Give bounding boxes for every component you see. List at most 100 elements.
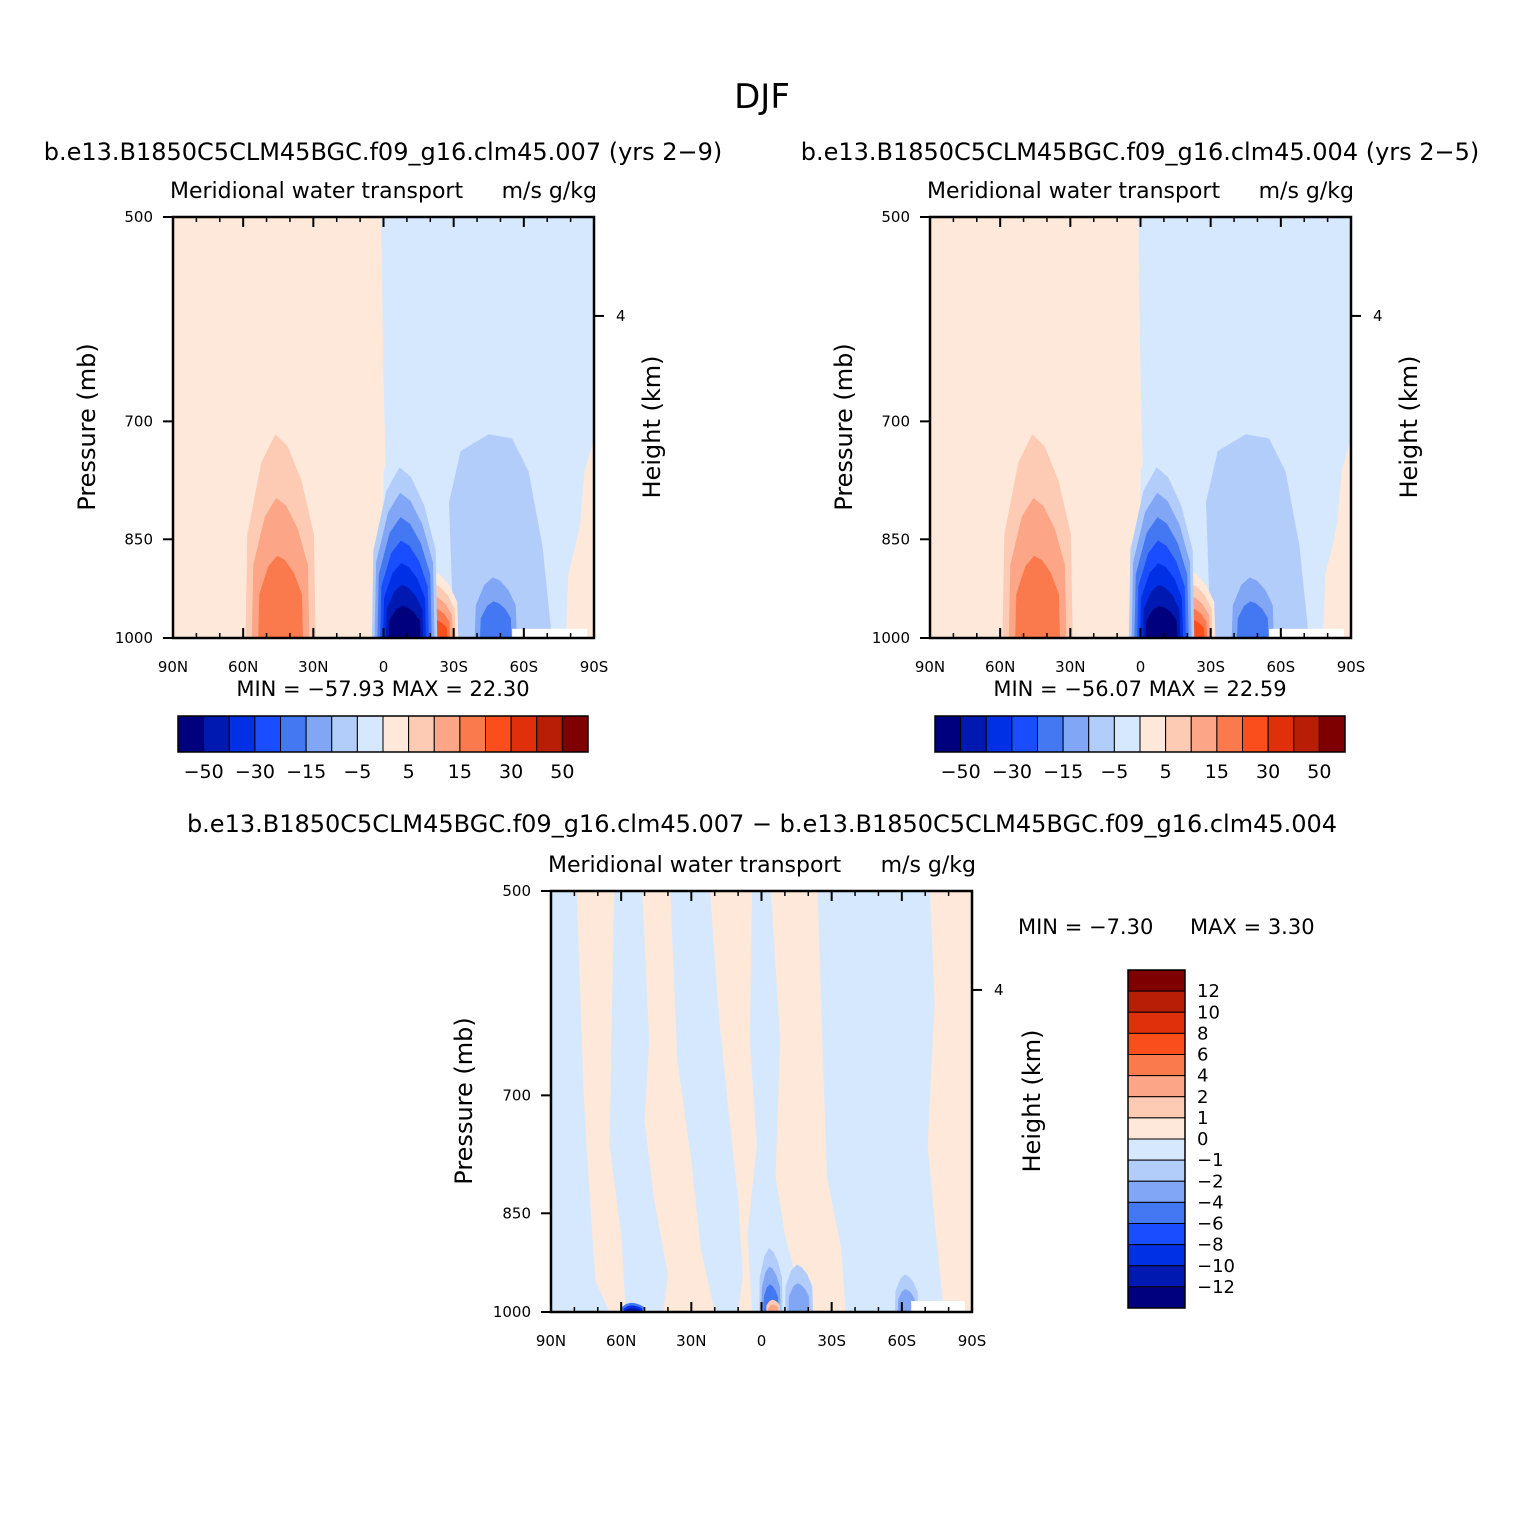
equatorial-negative-level-7 bbox=[1145, 605, 1178, 638]
colorbar-box bbox=[985, 715, 1013, 753]
x-tick-label: 60N bbox=[606, 1332, 636, 1350]
colorbar-box bbox=[1127, 969, 1186, 992]
diff-positive-core-level-2 bbox=[767, 1304, 779, 1312]
y-tick-label: 1000 bbox=[872, 629, 910, 647]
northern-positive-level-3 bbox=[258, 555, 303, 638]
colorbar-label: 15 bbox=[1205, 761, 1229, 783]
x-tick-label: 30S bbox=[1196, 658, 1225, 676]
x-tick-label: 90S bbox=[580, 658, 609, 676]
colorbar-label: 5 bbox=[403, 761, 415, 783]
colorbar-box bbox=[1062, 715, 1090, 753]
colorbar-box bbox=[1127, 1265, 1186, 1288]
colorbar-label: 50 bbox=[1307, 761, 1331, 783]
x-tick-label: 30N bbox=[1055, 658, 1085, 676]
colorbar-box bbox=[1088, 715, 1115, 753]
colorbar-box bbox=[1011, 715, 1038, 753]
colorbar-label: −5 bbox=[1100, 761, 1128, 783]
colorbar: −50 −30 −15 −5 5 15 30 50 bbox=[934, 715, 1346, 783]
y-tick-label: 1000 bbox=[115, 629, 153, 647]
colorbar-label: 2 bbox=[1197, 1087, 1208, 1108]
polar-positive bbox=[565, 438, 594, 638]
y-axis-label: Pressure (mb) bbox=[830, 343, 858, 510]
y2-axis-label: Height (km) bbox=[1395, 356, 1423, 499]
contour-plot: 90N 60N 30N 0 30S 60S 90S 500 700 850 1000 4 bbox=[493, 882, 1004, 1350]
diff-negative-east-level-2 bbox=[788, 1283, 810, 1312]
axes: 90N 60N 30N 0 30S 60S 90S 500 700 850 1000 4 bbox=[493, 882, 1004, 1350]
colorbar-box bbox=[1127, 1138, 1186, 1161]
colorbar-label: 50 bbox=[550, 761, 574, 783]
y-tick-label: 500 bbox=[502, 882, 531, 900]
colorbar-frame bbox=[1127, 969, 1186, 1309]
colorbar-box bbox=[1318, 715, 1346, 753]
colorbar-label: −50 bbox=[184, 761, 224, 783]
colorbar-box bbox=[1037, 715, 1064, 753]
colorbar-box bbox=[1127, 1054, 1186, 1077]
colorbar-box bbox=[1127, 1286, 1186, 1309]
y-axis-label: Pressure (mb) bbox=[73, 343, 101, 510]
colorbar-label: −5 bbox=[343, 761, 371, 783]
colorbar-box bbox=[960, 715, 987, 753]
polar-positive bbox=[1322, 438, 1351, 638]
left-subtitle: Meridional water transport bbox=[170, 179, 463, 204]
x-tick-label: 90S bbox=[958, 1332, 987, 1350]
colorbar-box bbox=[177, 715, 205, 753]
southern-lobe-outer bbox=[1206, 434, 1309, 638]
colorbar-label: −2 bbox=[1197, 1171, 1224, 1192]
colorbar-box bbox=[1127, 1011, 1186, 1034]
x-tick-label: 60N bbox=[228, 658, 258, 676]
right-subtitle: m/s g/kg bbox=[881, 853, 976, 878]
background-positive bbox=[930, 217, 1150, 638]
missing-data-patch bbox=[911, 1300, 965, 1312]
x-tick-label: 0 bbox=[1136, 658, 1146, 676]
band-negative-3 bbox=[670, 891, 743, 1312]
colorbar-box bbox=[1242, 715, 1269, 753]
colorbar-box bbox=[433, 715, 461, 753]
colorbar-box bbox=[228, 715, 256, 753]
y2-axis-label: Height (km) bbox=[1018, 1030, 1046, 1173]
missing-data-patch bbox=[512, 628, 587, 638]
band-negative-1 bbox=[551, 891, 610, 1312]
colorbar-box bbox=[1127, 1180, 1186, 1203]
contour-fills bbox=[551, 891, 972, 1312]
y-tick-label: 700 bbox=[502, 1086, 531, 1104]
colorbar-box bbox=[356, 715, 384, 753]
colorbar-label: 10 bbox=[1197, 1002, 1220, 1023]
colorbar-label: −50 bbox=[941, 761, 981, 783]
contour-plot: 90N 60N 30N 0 30S 60S 90S 500 700 850 1000 4 bbox=[115, 208, 626, 676]
x-tick-label: 90N bbox=[915, 658, 945, 676]
colorbar-label: 30 bbox=[499, 761, 523, 783]
band-negative-5 bbox=[817, 891, 944, 1312]
y-axis-label: Pressure (mb) bbox=[450, 1017, 478, 1184]
southern-negative-level-2 bbox=[480, 601, 512, 638]
colorbar-box bbox=[1127, 1201, 1186, 1224]
colorbar-label: 30 bbox=[1256, 761, 1280, 783]
colorbar-box bbox=[331, 715, 358, 753]
y-tick-label: 850 bbox=[502, 1204, 531, 1222]
southern-lobe-outer bbox=[449, 434, 552, 638]
colorbar-box bbox=[1139, 715, 1167, 753]
y-tick-label: 700 bbox=[881, 412, 910, 430]
panel-title: b.e13.B1850C5CLM45BGC.f09_g16.clm45.007 … bbox=[44, 138, 723, 166]
stats-max: MAX = 3.30 bbox=[1190, 915, 1315, 939]
panel-run-007: b.e13.B1850C5CLM45BGC.f09_g16.clm45.007 … bbox=[44, 138, 723, 783]
x-tick-label: 30N bbox=[676, 1332, 706, 1350]
colorbar-box bbox=[280, 715, 307, 753]
colorbar-box bbox=[1127, 1244, 1186, 1267]
x-tick-label: 30N bbox=[298, 658, 328, 676]
colorbar-label: −10 bbox=[1197, 1256, 1235, 1277]
colorbar-label: −30 bbox=[992, 761, 1032, 783]
x-tick-label: 0 bbox=[379, 658, 389, 676]
colorbar-box bbox=[1127, 990, 1186, 1013]
x-tick-label: 90N bbox=[536, 1332, 566, 1350]
panel-difference: b.e13.B1850C5CLM45BGC.f09_g16.clm45.007 … bbox=[187, 810, 1337, 1350]
colorbar-box bbox=[382, 715, 410, 753]
colorbar-box bbox=[1127, 1117, 1186, 1140]
x-tick-label: 30S bbox=[817, 1332, 846, 1350]
southern-negative-level-2 bbox=[1237, 601, 1269, 638]
colorbar-label: 8 bbox=[1197, 1023, 1208, 1044]
colorbar-frame bbox=[177, 715, 589, 753]
x-tick-label: 60S bbox=[510, 658, 539, 676]
colorbar-label: −4 bbox=[1197, 1192, 1224, 1213]
